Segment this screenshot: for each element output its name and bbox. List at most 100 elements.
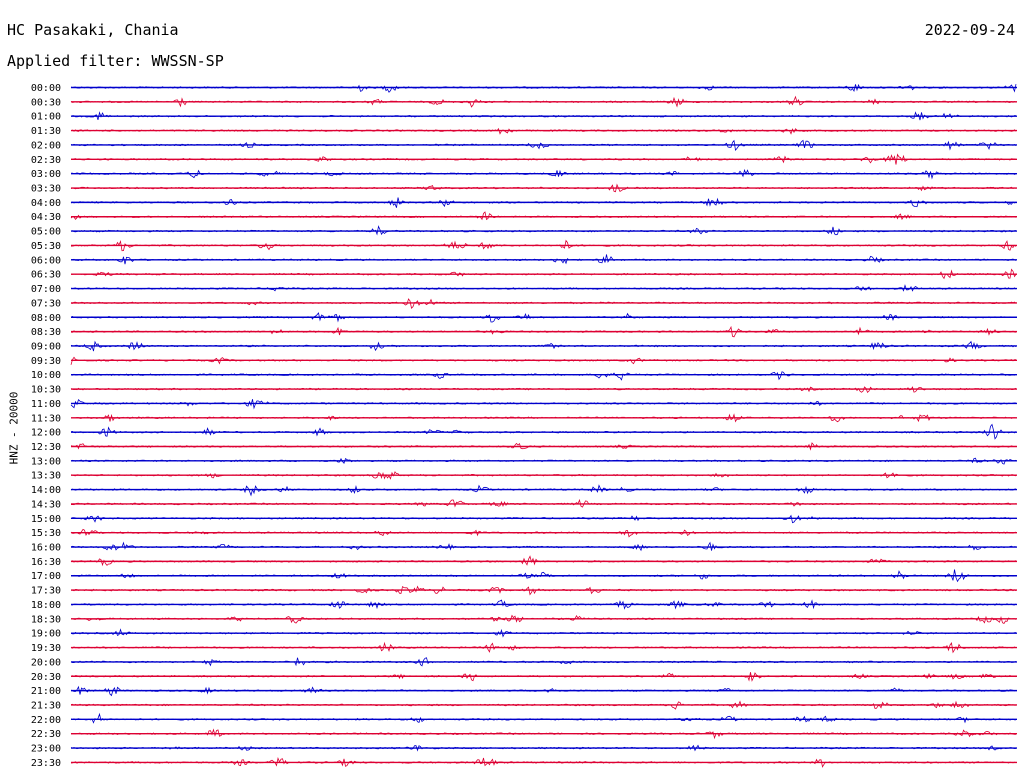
seismic-trace: [70, 569, 1017, 583]
seismic-trace: [70, 413, 1017, 423]
seismic-trace: [70, 484, 1017, 497]
time-label: 16:30: [31, 557, 61, 568]
time-label: 13:00: [31, 456, 61, 467]
seismic-trace: [70, 756, 1017, 768]
seismic-trace: [70, 168, 1017, 180]
time-label: 14:30: [31, 499, 61, 510]
seismic-trace: [70, 139, 1017, 152]
seismic-trace: [70, 325, 1017, 338]
time-label: 21:00: [31, 686, 61, 697]
seismic-trace: [70, 183, 1017, 193]
time-label: 06:00: [31, 255, 61, 266]
seismic-trace: [70, 386, 1017, 393]
time-label: 10:00: [31, 370, 61, 381]
seismic-trace: [70, 340, 1017, 352]
seismic-trace: [70, 111, 1017, 121]
time-label: 13:30: [31, 471, 61, 482]
time-label: 09:00: [31, 341, 61, 352]
time-label: 07:00: [31, 284, 61, 295]
time-label: 21:30: [31, 700, 61, 711]
time-label: 04:00: [31, 198, 61, 209]
time-label: 23:30: [31, 758, 61, 769]
time-label: 16:00: [31, 543, 61, 554]
time-label: 00:00: [31, 83, 61, 94]
time-label: 07:30: [31, 298, 61, 309]
time-label: 20:00: [31, 657, 61, 668]
time-label: 23:00: [31, 744, 61, 755]
seismic-trace: [70, 628, 1017, 638]
seismic-trace: [71, 268, 1017, 280]
time-label: 05:00: [31, 227, 61, 238]
time-label: 01:00: [31, 112, 61, 123]
time-label: 17:30: [31, 586, 61, 597]
time-label: 01:30: [31, 126, 61, 137]
seismic-trace: [70, 498, 1017, 508]
time-axis-labels: 00:00 00:30 01:00 01:30 02:00 02:30 03:00 03:30…: [31, 83, 61, 769]
time-label: 17:00: [31, 571, 61, 582]
time-label: 22:00: [31, 715, 61, 726]
seismic-trace: [70, 700, 1016, 710]
seismic-trace: [70, 712, 1016, 724]
seismic-trace: [70, 585, 1017, 596]
time-label: 12:00: [31, 428, 61, 439]
time-label: 04:30: [31, 212, 61, 223]
time-label: 11:00: [31, 399, 61, 410]
seismic-trace: [70, 83, 1017, 93]
time-label: 11:30: [31, 413, 61, 424]
time-label: 08:00: [31, 313, 61, 324]
time-label: 03:30: [31, 184, 61, 195]
seismic-trace: [70, 744, 1017, 752]
seismic-trace: [70, 239, 1017, 252]
time-label: 06:30: [31, 270, 61, 281]
seismic-trace: [70, 95, 1017, 108]
seismic-trace: [71, 153, 1017, 165]
seismic-trace: [70, 254, 1017, 265]
seismic-trace: [70, 657, 1017, 667]
seismic-trace: [70, 284, 1017, 292]
seismic-trace: [70, 685, 1017, 697]
seismic-trace: [70, 641, 1017, 654]
seismic-trace: [70, 298, 1017, 310]
time-label: 12:30: [31, 442, 61, 453]
time-label: 05:30: [31, 241, 61, 252]
time-label: 20:30: [31, 672, 61, 683]
time-label: 14:00: [31, 485, 61, 496]
time-label: 03:00: [31, 169, 61, 180]
seismic-trace: [70, 514, 1017, 524]
seismic-trace: [70, 672, 1017, 682]
seismic-trace: [70, 398, 1017, 410]
time-label: 15:00: [31, 514, 61, 525]
time-label: 10:30: [31, 385, 61, 396]
seismic-trace: [70, 541, 1017, 552]
seismic-trace: [70, 728, 1016, 740]
seismic-trace: [70, 599, 1017, 610]
seismic-trace: [70, 457, 1017, 465]
seismic-trace: [70, 197, 1017, 208]
time-label: 02:30: [31, 155, 61, 166]
seismic-trace: [70, 127, 1017, 135]
seismic-trace: [70, 528, 1017, 538]
seismic-trace: [70, 211, 1017, 221]
seismic-traces: [70, 83, 1017, 768]
seismic-trace: [70, 614, 1017, 625]
seismic-trace: [70, 423, 1017, 440]
seismic-trace: [70, 356, 1016, 365]
seismic-trace: [70, 555, 1017, 567]
seismic-trace: [70, 471, 1017, 480]
time-label: 09:30: [31, 356, 61, 367]
time-label: 22:30: [31, 729, 61, 740]
time-label: 19:00: [31, 629, 61, 640]
seismic-trace: [70, 225, 1017, 236]
filter-label: Applied filter: WWSSN-SP: [7, 52, 224, 70]
seismic-trace: [70, 442, 1017, 451]
time-label: 18:30: [31, 614, 61, 625]
time-label: 00:30: [31, 97, 61, 108]
record-date: 2022-09-24: [924, 21, 1015, 39]
seismic-trace: [70, 371, 1017, 381]
seismic-trace: [70, 312, 1016, 323]
time-label: 15:30: [31, 528, 61, 539]
station-title: HC Pasakaki, Chania: [7, 21, 179, 39]
time-label: 08:30: [31, 327, 61, 338]
time-label: 02:00: [31, 140, 61, 151]
